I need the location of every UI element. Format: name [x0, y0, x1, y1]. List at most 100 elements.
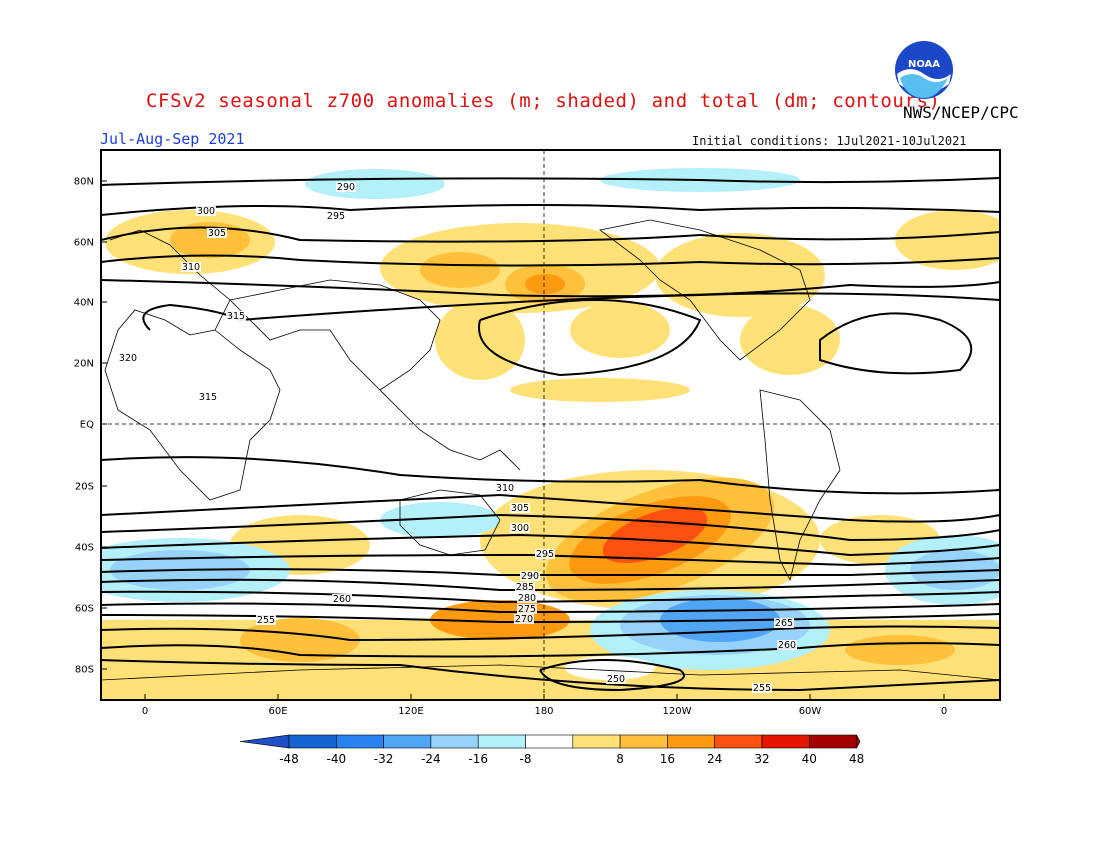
colorbar-label: 16: [660, 752, 675, 766]
colorbar-label: 48: [849, 752, 864, 766]
contour-290: [101, 177, 1000, 186]
contour-300-south: [101, 533, 1000, 557]
lon-label: 180: [534, 706, 553, 717]
colorbar-label: 32: [754, 752, 769, 766]
colorbar-high-arrow: [856, 734, 861, 749]
forecast-period: Jul-Aug-Sep 2021: [100, 130, 245, 148]
lat-label: 80N: [74, 177, 94, 188]
colorbar-label: 8: [616, 752, 624, 766]
africa-europe-outline: [104, 229, 281, 501]
coastlines: [101, 219, 1000, 681]
contour-label: 305: [208, 228, 226, 239]
contour-label: 305: [511, 503, 529, 514]
height-contours: [101, 177, 1000, 692]
contour-290-south: [101, 568, 1000, 577]
contour-label: 250: [607, 674, 625, 685]
contour-label: 315: [227, 311, 245, 322]
lon-label: 60W: [799, 706, 822, 717]
negative-anomaly-arctic: [305, 169, 445, 199]
contour-280-south: [101, 590, 1000, 604]
contour-label: 315: [199, 392, 217, 403]
positive-anomaly-atlantic: [740, 305, 840, 375]
contour-265-south: [101, 625, 1000, 642]
colorbar-swatch: [335, 734, 384, 749]
positive-anomaly-pacific: [570, 302, 670, 358]
contour-label: 290: [337, 182, 355, 193]
colorbar-low-arrow: [239, 734, 290, 749]
colorbar-label: 40: [802, 752, 817, 766]
asia-outline: [229, 279, 441, 391]
colorbar: -48 -40 -32 -24 -16 -8 8 16 24 32 40 48: [239, 734, 864, 766]
lat-label: 20S: [75, 482, 94, 493]
north-america-outline: [599, 219, 811, 361]
australia-outline: [399, 489, 501, 556]
colorbar-label: -32: [374, 752, 394, 766]
contour-label: 320: [119, 353, 137, 364]
initial-conditions: Initial conditions: 1Jul2021-10Jul2021: [692, 134, 967, 148]
lon-label: 0: [941, 706, 947, 717]
colorbar-swatch: [383, 734, 432, 749]
map-title: CFSv2 seasonal z700 anomalies (m; shaded…: [146, 90, 941, 112]
contour-label: 295: [536, 549, 554, 560]
contour-label: 300: [197, 206, 215, 217]
lat-label: 60S: [75, 604, 94, 615]
positive-anomaly-namerica: [655, 233, 825, 317]
contour-260-south: [101, 642, 1000, 658]
colorbar-swatch: [572, 734, 621, 749]
contour-295: [101, 204, 1000, 216]
noaa-logo-text: NOAA: [908, 59, 940, 70]
lon-label: 60E: [268, 706, 287, 717]
contour-label: 275: [518, 604, 536, 615]
positive-anomaly-tropics: [510, 378, 690, 402]
colorbar-swatch: [288, 734, 337, 749]
maritime-outline: [379, 389, 521, 471]
lat-label: 80S: [75, 665, 94, 676]
colorbar-label: 24: [707, 752, 722, 766]
lon-label: 120E: [398, 706, 423, 717]
colorbar-swatch: [761, 734, 810, 749]
longitude-axis: 0 60E 120E 180 120W 60W 0: [142, 694, 947, 717]
colorbar-label: -48: [279, 752, 299, 766]
colorbar-swatch: [430, 734, 479, 749]
lat-label: EQ: [80, 420, 94, 431]
colorbar-swatch: [477, 734, 526, 749]
contour-label: 285: [516, 582, 534, 593]
latitude-axis: 80N 60N 40N 20N EQ 20S 40S 60S 80S: [74, 177, 107, 676]
contour-label: 270: [515, 614, 533, 625]
colorbar-label: -24: [421, 752, 441, 766]
colorbar-swatch: [667, 734, 716, 749]
contour-label: 295: [327, 211, 345, 222]
contour-label: 260: [333, 594, 351, 605]
contour-250-south: [539, 659, 686, 692]
contour-320-pacific: [478, 299, 702, 377]
lat-label: 60N: [74, 238, 94, 249]
south-america-outline: [759, 389, 841, 582]
positive-anomaly-nwatlantic: [895, 210, 1000, 270]
colorbar-swatch: [525, 734, 574, 749]
negative-anomaly-australia: [380, 502, 500, 538]
lat-label: 20N: [74, 359, 94, 370]
contour-315: [142, 292, 1000, 331]
colorbar-swatch: [619, 734, 668, 749]
colorbar-swatch: [714, 734, 763, 749]
contour-320-atlantic: [819, 312, 973, 375]
contour-label: 300: [511, 523, 529, 534]
contour-label: 265: [775, 618, 793, 629]
colorbar-label: -8: [520, 752, 532, 766]
contour-label: 280: [518, 593, 536, 604]
contour-label: 310: [496, 483, 514, 494]
colorbar-label: -16: [468, 752, 488, 766]
contour-305: [101, 254, 1000, 267]
contour-315-south: [101, 456, 1000, 495]
lat-label: 40S: [75, 543, 94, 554]
map-frame: [100, 149, 1001, 701]
lon-label: 120W: [663, 706, 692, 717]
contour-255-south: [101, 659, 1000, 692]
contour-label: 255: [753, 683, 771, 694]
colorbar-label: -40: [326, 752, 346, 766]
contour-label: 260: [778, 640, 796, 651]
contour-label: 290: [521, 571, 539, 582]
contour-275-south: [101, 602, 1000, 614]
lon-label: 0: [142, 706, 148, 717]
